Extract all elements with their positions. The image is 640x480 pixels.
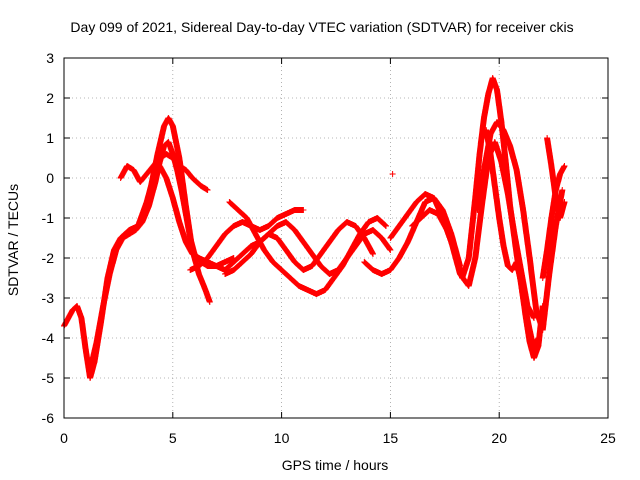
y-tick-label: -1 <box>42 210 55 226</box>
series-track-14 <box>539 163 568 281</box>
data-marks <box>61 75 568 381</box>
chart-title: Day 099 of 2021, Sidereal Day-to-day VTE… <box>70 19 573 35</box>
x-tick-label: 15 <box>383 430 399 446</box>
x-tick-label: 25 <box>600 430 616 446</box>
series-track-7 <box>222 219 376 277</box>
axes: 0 5 10 15 20 25 -6 -5 -4 -3 -2 -1 0 1 2 3 <box>42 50 616 446</box>
x-tick-label: 20 <box>491 430 507 446</box>
y-tick-label: -2 <box>42 250 55 266</box>
x-tick-label: 10 <box>274 430 290 446</box>
y-tick-label: 2 <box>46 90 54 106</box>
y-axis-label: SDTVAR / TECUs <box>5 184 21 296</box>
x-tick-label: 5 <box>169 430 177 446</box>
y-tick-label: -5 <box>42 370 55 386</box>
y-tick-label: -4 <box>42 330 55 346</box>
grid <box>64 58 608 418</box>
y-tick-label: 1 <box>46 130 54 146</box>
plot-frame <box>63 57 609 419</box>
x-axis-label: GPS time / hours <box>282 457 389 473</box>
y-tick-label: 3 <box>46 50 54 66</box>
x-tick-label: 0 <box>60 430 68 446</box>
y-tick-label: 0 <box>46 170 54 186</box>
series-track-12 <box>483 127 546 361</box>
y-tick-label: -6 <box>42 410 55 426</box>
data-point <box>389 171 396 177</box>
y-tick-label: -3 <box>42 290 55 306</box>
